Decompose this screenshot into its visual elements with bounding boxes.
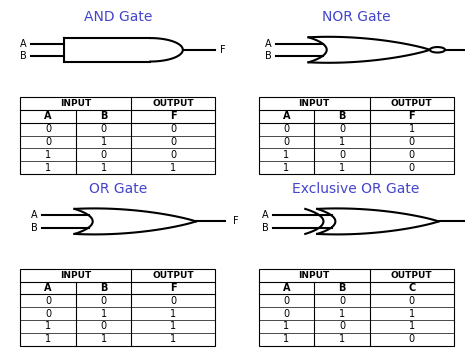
Text: 1: 1: [339, 308, 345, 318]
Text: 0: 0: [45, 296, 51, 306]
Text: 0: 0: [45, 137, 51, 147]
Text: A: A: [20, 39, 27, 49]
Text: F: F: [409, 111, 415, 121]
Text: F: F: [170, 111, 177, 121]
Text: OUTPUT: OUTPUT: [153, 99, 194, 108]
Text: 0: 0: [283, 124, 290, 134]
Text: 0: 0: [409, 162, 415, 172]
Text: A: A: [45, 283, 52, 293]
Text: B: B: [338, 111, 346, 121]
Text: 1: 1: [409, 308, 415, 318]
Text: B: B: [31, 223, 37, 233]
Text: 0: 0: [45, 308, 51, 318]
Text: 1: 1: [45, 334, 51, 344]
Text: B: B: [100, 111, 108, 121]
Text: F: F: [219, 45, 225, 55]
Text: 1: 1: [339, 334, 345, 344]
Text: 0: 0: [100, 124, 107, 134]
Text: 0: 0: [170, 150, 176, 160]
Text: 0: 0: [283, 137, 290, 147]
Text: OUTPUT: OUTPUT: [153, 271, 194, 280]
Text: A: A: [283, 111, 290, 121]
Text: 1: 1: [283, 162, 290, 172]
Text: INPUT: INPUT: [60, 99, 91, 108]
Text: 0: 0: [283, 308, 290, 318]
Text: A: A: [262, 210, 268, 220]
Text: OUTPUT: OUTPUT: [391, 271, 433, 280]
Text: 1: 1: [283, 150, 290, 160]
Text: 0: 0: [339, 150, 345, 160]
Text: B: B: [262, 223, 268, 233]
Text: 0: 0: [45, 124, 51, 134]
Text: F: F: [233, 216, 238, 226]
Text: 1: 1: [170, 321, 176, 331]
Text: 0: 0: [170, 137, 176, 147]
Text: 0: 0: [170, 124, 176, 134]
Text: 1: 1: [170, 162, 176, 172]
Text: 0: 0: [409, 334, 415, 344]
Text: 0: 0: [283, 296, 290, 306]
Text: OUTPUT: OUTPUT: [391, 99, 433, 108]
Text: 0: 0: [170, 296, 176, 306]
Text: 1: 1: [409, 321, 415, 331]
Text: OR Gate: OR Gate: [89, 182, 147, 196]
Text: NOR Gate: NOR Gate: [322, 10, 391, 24]
Text: Exclusive OR Gate: Exclusive OR Gate: [292, 182, 420, 196]
Text: 0: 0: [339, 321, 345, 331]
Text: 1: 1: [45, 150, 51, 160]
Text: 1: 1: [45, 162, 51, 172]
Text: A: A: [265, 39, 272, 49]
Text: 1: 1: [339, 137, 345, 147]
Text: 0: 0: [100, 296, 107, 306]
Text: 1: 1: [100, 137, 107, 147]
Text: 1: 1: [283, 321, 290, 331]
Text: 1: 1: [283, 334, 290, 344]
Text: F: F: [170, 283, 177, 293]
Text: 1: 1: [409, 124, 415, 134]
Text: A: A: [45, 111, 52, 121]
Text: 1: 1: [100, 162, 107, 172]
Text: 0: 0: [409, 137, 415, 147]
Text: 0: 0: [409, 296, 415, 306]
Text: INPUT: INPUT: [60, 271, 91, 280]
Text: A: A: [31, 210, 37, 220]
Text: 0: 0: [409, 150, 415, 160]
Text: A: A: [283, 283, 290, 293]
Text: 1: 1: [339, 162, 345, 172]
Text: 1: 1: [100, 308, 107, 318]
Text: 1: 1: [170, 308, 176, 318]
Text: B: B: [20, 51, 27, 61]
Text: 0: 0: [100, 321, 107, 331]
Text: 1: 1: [170, 334, 176, 344]
Text: INPUT: INPUT: [299, 271, 330, 280]
Text: B: B: [265, 51, 272, 61]
Text: 1: 1: [45, 321, 51, 331]
Text: 0: 0: [100, 150, 107, 160]
Text: C: C: [408, 283, 415, 293]
Text: INPUT: INPUT: [299, 99, 330, 108]
Text: 1: 1: [100, 334, 107, 344]
Text: AND Gate: AND Gate: [83, 10, 152, 24]
Text: B: B: [100, 283, 108, 293]
Text: 0: 0: [339, 296, 345, 306]
Text: B: B: [338, 283, 346, 293]
Text: 0: 0: [339, 124, 345, 134]
